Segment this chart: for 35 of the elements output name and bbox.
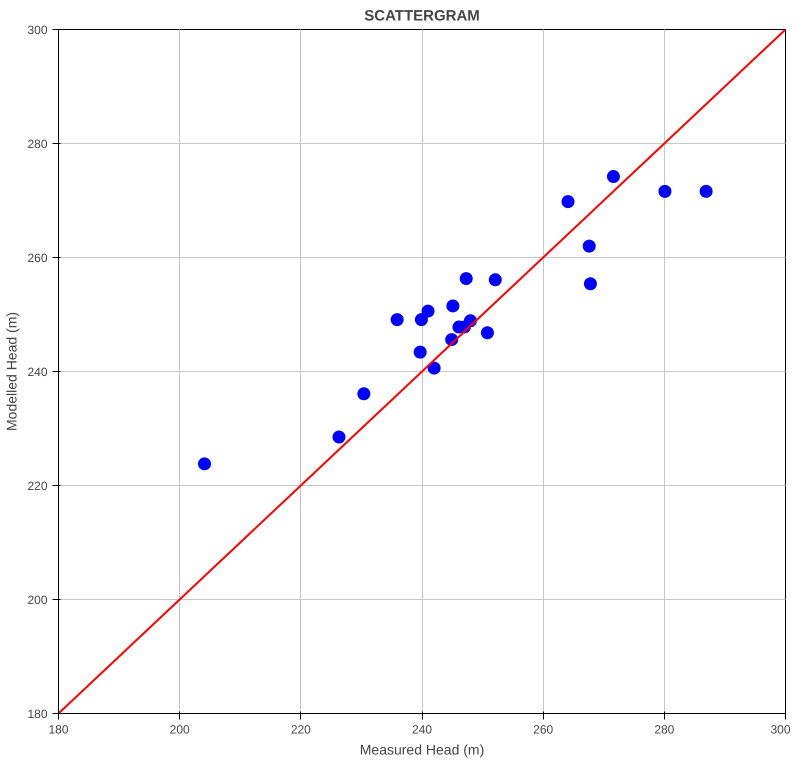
point [606, 170, 620, 184]
x-tick-label: 300 [770, 722, 791, 736]
x-tick-label: 220 [290, 722, 312, 736]
point [357, 387, 370, 400]
y-tick-label: 200 [27, 593, 48, 607]
y-tick-label: 300 [27, 23, 48, 37]
point [488, 273, 502, 286]
y-axis-title: Modelled Head (m) [3, 312, 20, 432]
x-tick-label: 200 [170, 722, 190, 736]
x-tick-label: 260 [533, 722, 554, 736]
point [428, 362, 441, 375]
x-tick-label: 180 [48, 722, 69, 736]
point [198, 457, 212, 470]
point [414, 346, 427, 359]
point [422, 304, 435, 318]
point [480, 326, 494, 340]
point [584, 277, 597, 290]
point [332, 430, 346, 444]
point [414, 313, 428, 326]
point [658, 184, 672, 198]
y-tick-label: 240 [27, 365, 48, 379]
point [446, 299, 460, 312]
y-tick-label: 180 [27, 707, 48, 721]
x-tick-label: 280 [654, 722, 675, 736]
x-tick-label: 240 [412, 722, 432, 736]
point [460, 272, 473, 286]
point [390, 313, 404, 326]
y-tick-label: 220 [27, 479, 48, 493]
y-tick-label: 280 [27, 137, 48, 151]
point [562, 195, 575, 208]
y-tick-label: 260 [27, 251, 48, 265]
point [582, 240, 596, 253]
point [700, 184, 713, 198]
x-axis-title: Measured Head (m) [360, 742, 484, 758]
chart-title: SCATTERGRAM [364, 8, 480, 24]
